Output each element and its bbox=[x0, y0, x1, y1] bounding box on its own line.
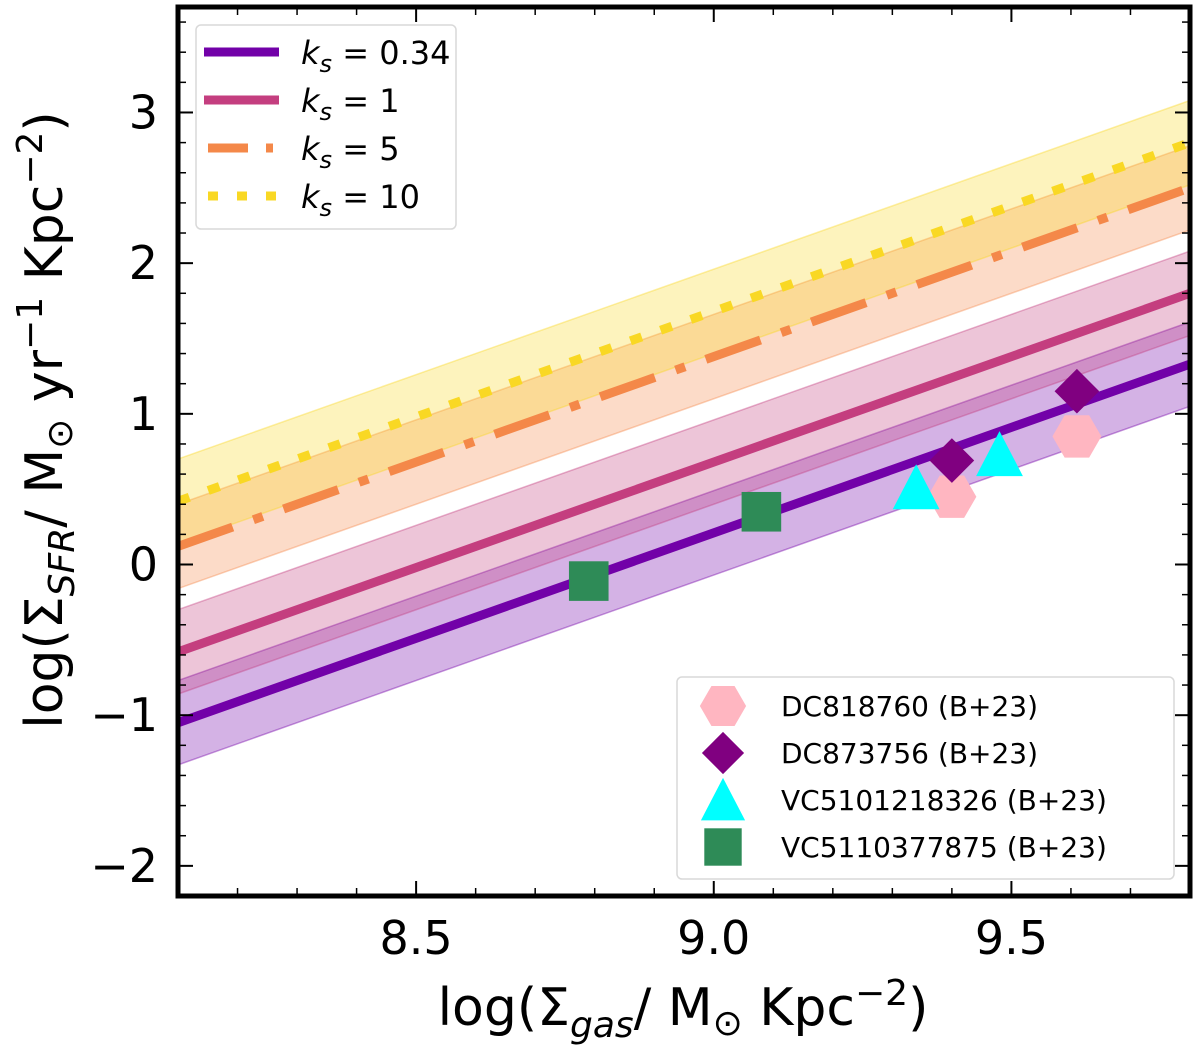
legend-box bbox=[195, 24, 457, 230]
line-0 bbox=[178, 359, 1190, 727]
plot-frame bbox=[175, 4, 1193, 899]
line-1 bbox=[178, 289, 1190, 657]
x-tick-label: 8.5 bbox=[380, 911, 453, 965]
legend-line-label: ks = 1 bbox=[301, 82, 400, 126]
data-point-hexagon bbox=[1052, 415, 1102, 458]
data-point-square bbox=[568, 561, 609, 601]
legend-series-label: VC5101218326 (B+23) bbox=[781, 784, 1107, 817]
legend-series-label: DC873756 (B+23) bbox=[781, 737, 1038, 770]
legend-series-label: DC818760 (B+23) bbox=[781, 690, 1038, 723]
legend-marker-triangle bbox=[700, 777, 746, 821]
y-tick-label: 0 bbox=[129, 538, 158, 592]
x-tick-label: 9.5 bbox=[975, 911, 1048, 965]
legend-points: DC818760 (B+23) DC873756 (B+23) VC51012183… bbox=[676, 676, 1175, 880]
y-tick-label: 2 bbox=[129, 236, 158, 290]
points-layer bbox=[568, 368, 1102, 601]
data-point-square bbox=[741, 491, 782, 532]
band-3 bbox=[178, 99, 1190, 545]
data-point-diamond bbox=[1054, 368, 1100, 414]
x-tick-label: 9.0 bbox=[677, 911, 750, 965]
data-point-triangle bbox=[976, 431, 1023, 477]
legend-marker-hexagon bbox=[699, 685, 747, 727]
legend-line-label: ks = 0.34 bbox=[301, 34, 450, 78]
lines-layer bbox=[178, 138, 1190, 727]
legend-marker-square bbox=[704, 828, 742, 866]
legend-box bbox=[676, 676, 1175, 880]
y-tick-label: −1 bbox=[90, 688, 158, 742]
y-axis-label: log(ΣSFR/ M⊙ yr−1 Kpc−2) bbox=[10, 111, 83, 728]
y-tick-label: 3 bbox=[129, 85, 158, 139]
line-2 bbox=[178, 183, 1190, 551]
data-point-diamond bbox=[929, 438, 975, 483]
ticks-layer: 8.5 9.0 9.5 −2 −1 0 1 2 3 bbox=[90, 7, 1191, 965]
x-axis-label: log(Σgas/ M⊙ Kpc−2) bbox=[438, 973, 929, 1046]
y-tick-label: −2 bbox=[90, 839, 158, 893]
legend-marker-diamond bbox=[701, 731, 745, 775]
legend-line-label: ks = 10 bbox=[301, 178, 420, 222]
bands-layer bbox=[178, 99, 1190, 766]
legend-series-label: VC5110377875 (B+23) bbox=[781, 831, 1107, 864]
data-point-hexagon bbox=[927, 475, 977, 518]
y-tick-label: 1 bbox=[129, 387, 158, 441]
data-point-triangle bbox=[892, 464, 940, 510]
legend-line-label: ks = 5 bbox=[301, 130, 400, 174]
